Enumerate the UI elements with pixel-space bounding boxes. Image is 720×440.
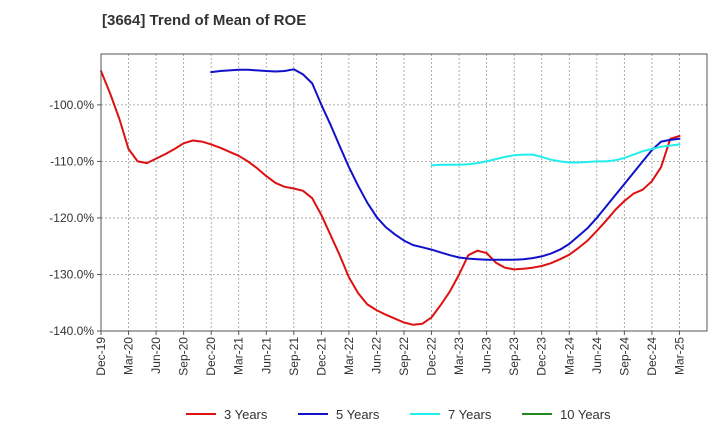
x-tick-label: Mar-25 bbox=[672, 337, 686, 375]
x-tick-label: Dec-19 bbox=[94, 337, 108, 376]
x-tick-label: Dec-22 bbox=[425, 337, 439, 376]
legend-label: 7 Years bbox=[448, 407, 492, 422]
x-tick-label: Mar-20 bbox=[122, 337, 136, 375]
series-line-7-years bbox=[430, 143, 681, 167]
x-tick-label: Sep-24 bbox=[617, 337, 631, 376]
x-tick-label: Mar-23 bbox=[452, 337, 466, 375]
legend: 3 Years 5 Years 7 Years 10 Years bbox=[186, 407, 611, 422]
y-axis-ticks: -140.0% -130.0% -120.0% -110.0% -100.0% bbox=[49, 98, 101, 338]
x-axis-ticks: Dec-19 Mar-20 Jun-20 Sep-20 Dec-20 Mar-21 Jun-… bbox=[94, 331, 686, 376]
x-tick-label: Jun-20 bbox=[149, 337, 163, 374]
y-tick-label: -100.0% bbox=[49, 98, 94, 112]
x-tick-label: Jun-21 bbox=[259, 337, 273, 374]
series-line-5-years bbox=[210, 68, 681, 261]
y-tick-label: -140.0% bbox=[49, 324, 94, 338]
x-tick-label: Mar-24 bbox=[562, 337, 576, 375]
x-tick-label: Sep-21 bbox=[287, 337, 301, 376]
x-tick-label: Jun-23 bbox=[480, 337, 494, 374]
y-tick-label: -110.0% bbox=[50, 154, 94, 168]
x-tick-label: Sep-23 bbox=[507, 337, 521, 376]
legend-label: 3 Years bbox=[224, 407, 268, 422]
y-tick-label: -130.0% bbox=[49, 267, 94, 281]
x-tick-label: Dec-21 bbox=[314, 337, 328, 376]
x-tick-label: Mar-21 bbox=[232, 337, 246, 375]
series-line-3-years bbox=[100, 70, 681, 326]
x-tick-label: Dec-20 bbox=[204, 337, 218, 376]
x-tick-label: Mar-22 bbox=[342, 337, 356, 375]
grid-layer bbox=[100, 54, 708, 332]
chart-title: [3664] Trend of Mean of ROE bbox=[102, 12, 306, 29]
x-tick-label: Sep-20 bbox=[177, 337, 191, 376]
x-tick-label: Dec-24 bbox=[645, 337, 659, 376]
x-tick-label: Jun-24 bbox=[590, 337, 604, 374]
series-layer bbox=[100, 68, 681, 326]
legend-label: 5 Years bbox=[336, 407, 380, 422]
x-tick-label: Jun-22 bbox=[369, 337, 383, 374]
legend-label: 10 Years bbox=[560, 407, 611, 422]
y-tick-label: -120.0% bbox=[49, 211, 94, 225]
x-tick-label: Sep-22 bbox=[397, 337, 411, 376]
x-tick-label: Dec-23 bbox=[535, 337, 549, 376]
